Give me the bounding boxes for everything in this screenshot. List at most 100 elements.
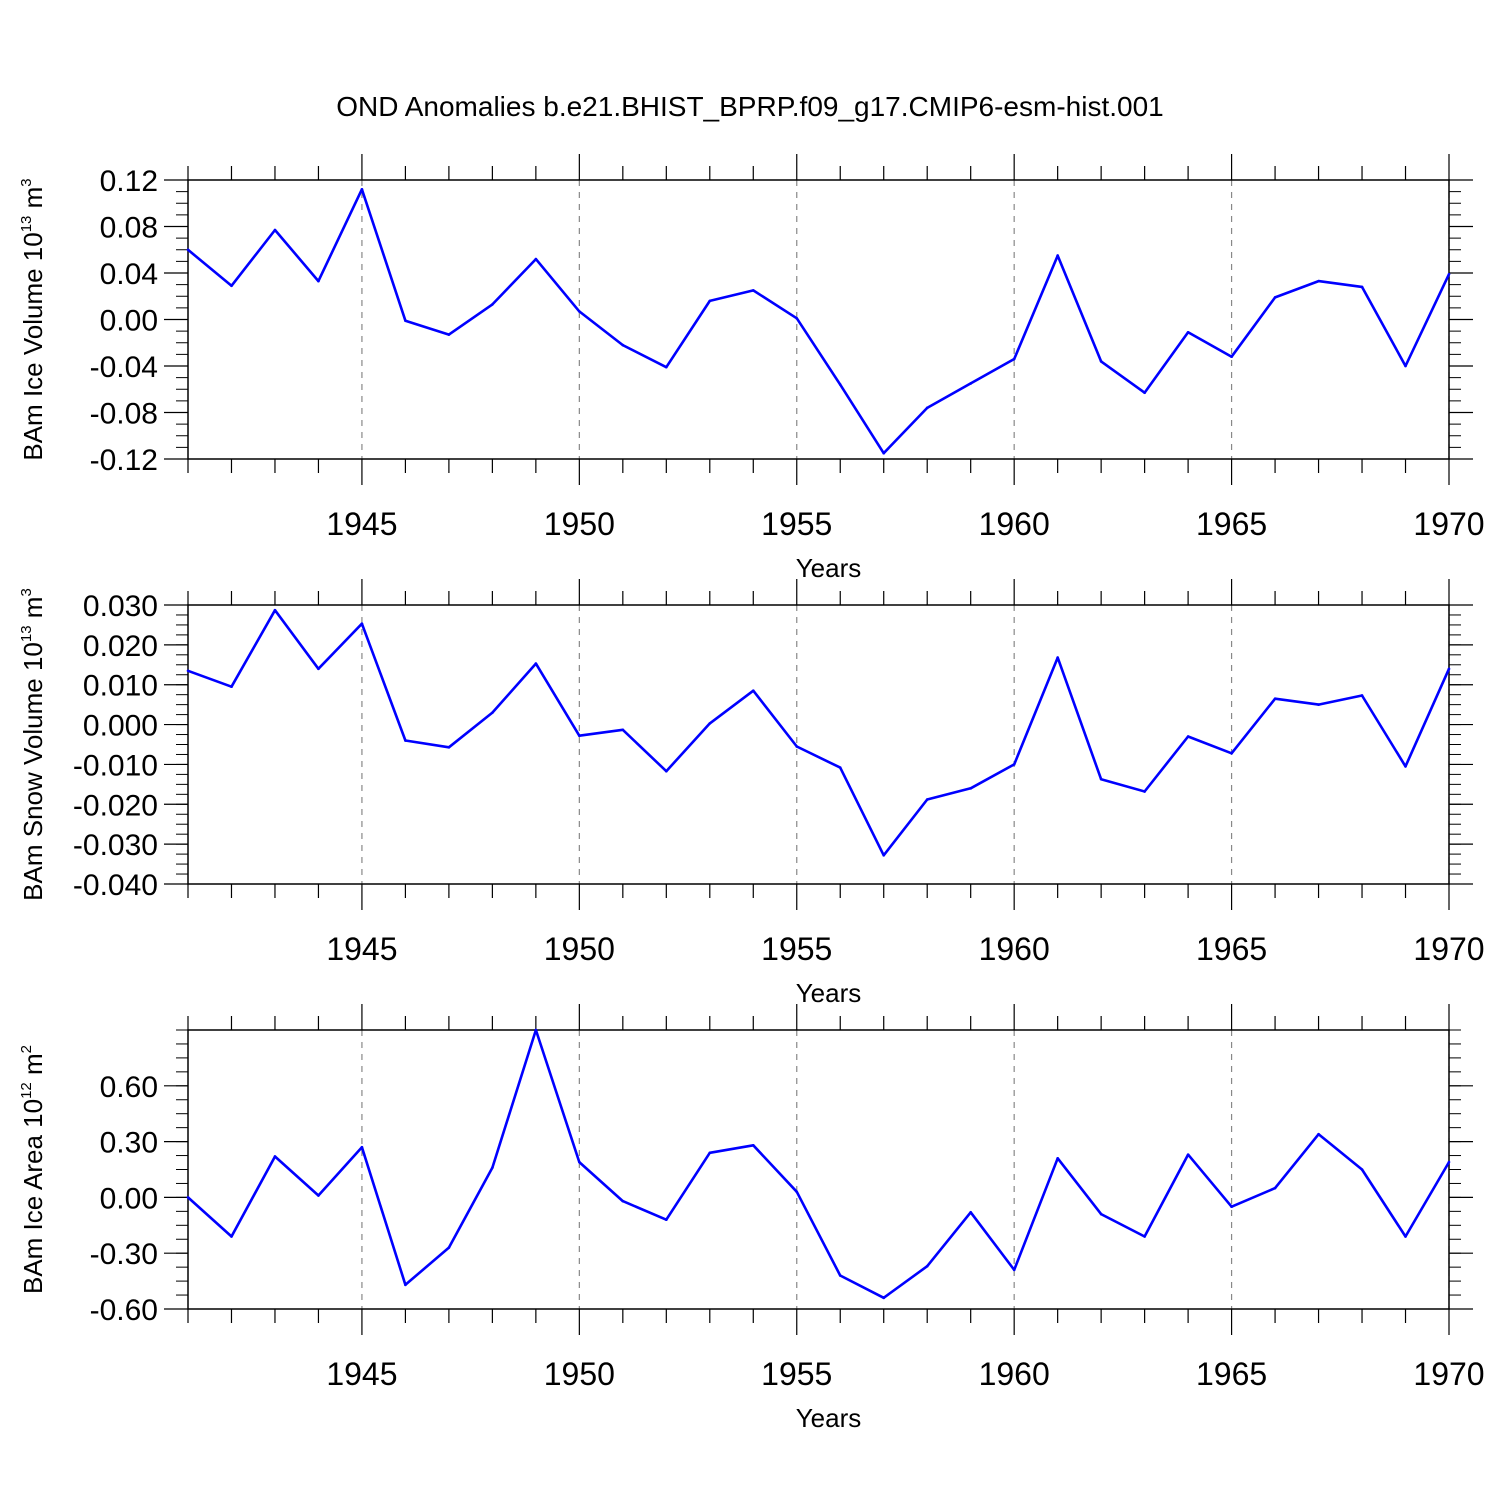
data-point bbox=[925, 1264, 929, 1268]
data-point bbox=[665, 1218, 668, 1222]
data-point bbox=[273, 608, 277, 612]
y-tick-label: 0.030 bbox=[83, 590, 158, 623]
data-point bbox=[273, 1155, 277, 1158]
data-point bbox=[317, 1194, 320, 1197]
data-point bbox=[1012, 357, 1016, 361]
data-point bbox=[838, 1274, 842, 1277]
data-point bbox=[447, 333, 451, 336]
data-point bbox=[969, 1210, 972, 1214]
data-point bbox=[1230, 1205, 1233, 1208]
data-point bbox=[1404, 765, 1407, 768]
data-point bbox=[491, 1166, 494, 1169]
x-tick-label: 1955 bbox=[761, 931, 832, 967]
data-point bbox=[1143, 1235, 1146, 1238]
data-point bbox=[1099, 777, 1103, 781]
x-tick-label: 1955 bbox=[761, 1356, 832, 1392]
y-axis-label-ylabel-unit: m bbox=[18, 597, 48, 626]
data-point bbox=[534, 662, 538, 665]
data-point bbox=[795, 1190, 799, 1194]
data-point bbox=[1404, 364, 1407, 368]
y-tick-label: -0.60 bbox=[90, 1294, 158, 1327]
data-point bbox=[534, 1028, 538, 1032]
y-tick-label: 0.020 bbox=[83, 630, 158, 663]
y-tick-label: -0.020 bbox=[73, 789, 158, 822]
data-point bbox=[882, 854, 886, 857]
data-point bbox=[230, 685, 233, 689]
x-tick-label: 1955 bbox=[761, 506, 832, 542]
data-point bbox=[882, 451, 886, 455]
x-axis-label: Years bbox=[796, 978, 862, 1008]
y-axis-label-ylabel-exp: 13 bbox=[18, 625, 35, 642]
y-tick-label: 0.08 bbox=[100, 212, 158, 245]
data-point bbox=[621, 1199, 625, 1203]
data-point bbox=[404, 739, 407, 742]
series-line bbox=[187, 188, 1451, 455]
data-point bbox=[1447, 272, 1451, 276]
data-point bbox=[1447, 1160, 1451, 1164]
data-point bbox=[751, 289, 755, 292]
series-line bbox=[187, 608, 1451, 857]
data-point bbox=[1012, 763, 1016, 766]
data-point bbox=[838, 383, 842, 386]
data-point bbox=[447, 1246, 451, 1249]
data-point bbox=[969, 382, 972, 385]
data-point bbox=[882, 1296, 886, 1300]
data-point bbox=[1317, 1132, 1320, 1136]
y-axis-label-ylabel-unit: m bbox=[18, 187, 48, 216]
y-tick-label: 0.000 bbox=[83, 710, 158, 743]
data-point bbox=[447, 745, 451, 749]
data-point bbox=[1317, 703, 1320, 706]
y-axis-label-ylabel-unit: m bbox=[18, 1053, 48, 1082]
data-point bbox=[795, 745, 799, 748]
data-point bbox=[186, 669, 190, 673]
data-point bbox=[708, 722, 712, 725]
y-tick-label: 0.010 bbox=[83, 670, 158, 703]
data-point bbox=[186, 248, 190, 252]
data-point bbox=[230, 284, 233, 288]
data-point bbox=[1056, 254, 1059, 257]
data-point bbox=[925, 798, 929, 801]
y-axis-label: BAm Ice Volume 1013 m3 bbox=[18, 178, 48, 460]
data-point bbox=[404, 1283, 407, 1287]
data-point bbox=[491, 711, 494, 714]
data-point bbox=[621, 728, 625, 732]
y-tick-label: 0.00 bbox=[100, 1182, 158, 1215]
panels: -0.12 -0.08 -0.04 0.00 0.04 0.08 0.12 1945 1950 1… bbox=[18, 154, 1485, 1433]
data-point bbox=[1447, 667, 1451, 671]
y-axis-label-ylabel-unit-exp: 3 bbox=[18, 178, 35, 186]
data-point bbox=[665, 769, 668, 773]
data-point bbox=[751, 1144, 755, 1147]
data-point bbox=[578, 1160, 581, 1164]
data-point bbox=[621, 343, 625, 347]
data-point bbox=[1099, 1212, 1103, 1216]
data-point bbox=[360, 622, 364, 626]
y-tick-label: -0.12 bbox=[90, 444, 158, 477]
x-tick-label: 1950 bbox=[544, 931, 615, 967]
data-point bbox=[1317, 279, 1320, 283]
x-axis-label: Years bbox=[796, 553, 862, 583]
x-tick-label: 1965 bbox=[1196, 506, 1267, 542]
y-tick-label: 0.30 bbox=[100, 1127, 158, 1160]
y-axis-label-ylabel-exp: 13 bbox=[18, 216, 35, 233]
data-point bbox=[578, 734, 581, 738]
data-point bbox=[751, 689, 755, 692]
data-point bbox=[186, 1196, 190, 1199]
data-point bbox=[273, 228, 277, 232]
x-tick-label: 1970 bbox=[1413, 1356, 1484, 1392]
data-point bbox=[1404, 1235, 1407, 1238]
x-tick-label: 1970 bbox=[1413, 931, 1484, 967]
x-tick-label: 1965 bbox=[1196, 1356, 1267, 1392]
y-axis-label-ylabel-exp: 12 bbox=[18, 1082, 35, 1099]
x-tick-label: 1950 bbox=[544, 506, 615, 542]
data-point bbox=[1056, 1157, 1059, 1160]
y-axis-label-ylabel-text: BAm Snow Volume 10 bbox=[18, 642, 48, 901]
y-axis-label: BAm Ice Area 1012 m2 bbox=[18, 1045, 48, 1294]
y-tick-label: 0.12 bbox=[100, 165, 158, 198]
x-axis-label: Years bbox=[796, 1403, 862, 1433]
x-tick-label: 1945 bbox=[326, 931, 397, 967]
data-point bbox=[1186, 1153, 1190, 1156]
y-tick-label: -0.010 bbox=[73, 749, 158, 782]
data-point bbox=[1056, 656, 1059, 659]
x-tick-label: 1960 bbox=[979, 506, 1050, 542]
data-point bbox=[795, 317, 799, 320]
